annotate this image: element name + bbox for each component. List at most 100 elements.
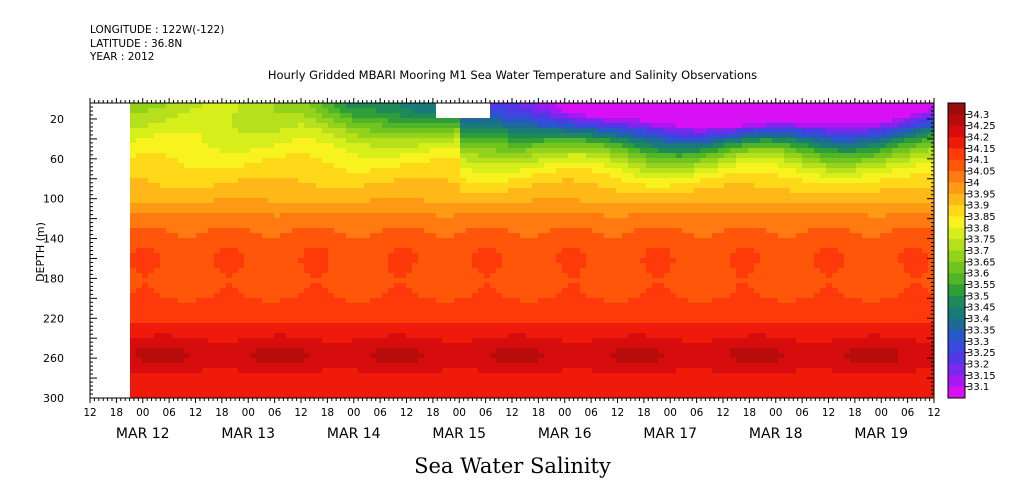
- heatmap-cell: [268, 363, 275, 369]
- heatmap-cell: [574, 203, 581, 209]
- heatmap-cell: [556, 318, 563, 324]
- heatmap-cell: [592, 303, 599, 309]
- heatmap-cell: [472, 233, 479, 239]
- heatmap-cell: [604, 388, 611, 394]
- heatmap-cell: [304, 338, 311, 344]
- heatmap-cell: [484, 388, 491, 394]
- heatmap-cell: [574, 238, 581, 244]
- heatmap-cell: [238, 258, 245, 264]
- heatmap-cell: [412, 378, 419, 384]
- heatmap-cell: [340, 203, 347, 209]
- heatmap-cell: [460, 188, 467, 194]
- heatmap-cell: [190, 388, 197, 394]
- heatmap-cell: [550, 378, 557, 384]
- heatmap-cell: [568, 103, 575, 109]
- heatmap-cell: [586, 188, 593, 194]
- heatmap-cell: [148, 188, 155, 194]
- heatmap-cell: [562, 273, 569, 279]
- heatmap-cell: [526, 238, 533, 244]
- heatmap-cell: [430, 178, 437, 184]
- heatmap-cell: [550, 238, 557, 244]
- heatmap-cell: [598, 328, 605, 334]
- heatmap-cell: [454, 118, 461, 124]
- heatmap-cell: [292, 113, 299, 119]
- heatmap-cell: [604, 173, 611, 179]
- heatmap-cell: [508, 373, 515, 379]
- heatmap-cell: [346, 358, 353, 364]
- heatmap-cell: [196, 218, 203, 224]
- heatmap-cell: [274, 188, 281, 194]
- heatmap-cell: [544, 118, 551, 124]
- heatmap-cell: [358, 143, 365, 149]
- heatmap-cell: [472, 203, 479, 209]
- heatmap-cell: [382, 158, 389, 164]
- heatmap-cell: [208, 333, 215, 339]
- heatmap-cell: [442, 243, 449, 249]
- heatmap-cell: [514, 168, 521, 174]
- heatmap-cell: [586, 318, 593, 324]
- heatmap-cell: [484, 333, 491, 339]
- heatmap-cell: [550, 153, 557, 159]
- heatmap-cell: [178, 353, 185, 359]
- heatmap-cell: [616, 288, 623, 294]
- heatmap-cell: [238, 223, 245, 229]
- heatmap-cell: [196, 128, 203, 134]
- heatmap-cell: [382, 313, 389, 319]
- heatmap-cell: [250, 243, 257, 249]
- heatmap-cell: [196, 273, 203, 279]
- heatmap-cell: [322, 203, 329, 209]
- heatmap-cell: [322, 163, 329, 169]
- heatmap-cell: [154, 238, 161, 244]
- heatmap-cell: [562, 368, 569, 374]
- heatmap-cell: [616, 393, 623, 399]
- heatmap-cell: [562, 278, 569, 284]
- heatmap-cell: [412, 138, 419, 144]
- heatmap-cell: [520, 393, 527, 399]
- heatmap-cell: [346, 353, 353, 359]
- heatmap-cell: [406, 173, 413, 179]
- heatmap-cell: [424, 318, 431, 324]
- heatmap-cell: [214, 313, 221, 319]
- heatmap-cell: [622, 108, 629, 114]
- heatmap-cell: [490, 318, 497, 324]
- heatmap-cell: [394, 248, 401, 254]
- heatmap-cell: [244, 298, 251, 304]
- heatmap-cell: [268, 168, 275, 174]
- heatmap-cell: [298, 143, 305, 149]
- heatmap-cell: [382, 263, 389, 269]
- heatmap-cell: [580, 128, 587, 134]
- heatmap-cell: [208, 243, 215, 249]
- heatmap-cell: [382, 128, 389, 134]
- heatmap-cell: [550, 103, 557, 109]
- heatmap-cell: [220, 313, 227, 319]
- heatmap-cell: [220, 328, 227, 334]
- heatmap-cell: [358, 383, 365, 389]
- heatmap-cell: [142, 268, 149, 274]
- heatmap-cell: [580, 133, 587, 139]
- heatmap-cell: [496, 333, 503, 339]
- heatmap-cell: [502, 343, 509, 349]
- heatmap-cell: [610, 153, 617, 159]
- heatmap-cell: [232, 393, 239, 399]
- heatmap-cell: [262, 173, 269, 179]
- heatmap-cell: [154, 233, 161, 239]
- heatmap-cell: [160, 198, 167, 204]
- heatmap-cell: [472, 208, 479, 214]
- heatmap-cell: [238, 333, 245, 339]
- heatmap-cell: [334, 318, 341, 324]
- heatmap-cell: [388, 128, 395, 134]
- heatmap-cell: [616, 193, 623, 199]
- heatmap-cell: [268, 308, 275, 314]
- heatmap-cell: [454, 298, 461, 304]
- heatmap-cell: [586, 248, 593, 254]
- heatmap-cell: [430, 283, 437, 289]
- heatmap-cell: [496, 293, 503, 299]
- heatmap-cell: [436, 368, 443, 374]
- heatmap-cell: [328, 313, 335, 319]
- heatmap-cell: [262, 353, 269, 359]
- heatmap-cell: [148, 158, 155, 164]
- heatmap-cell: [292, 208, 299, 214]
- heatmap-cell: [184, 383, 191, 389]
- heatmap-cell: [580, 333, 587, 339]
- heatmap-cell: [544, 288, 551, 294]
